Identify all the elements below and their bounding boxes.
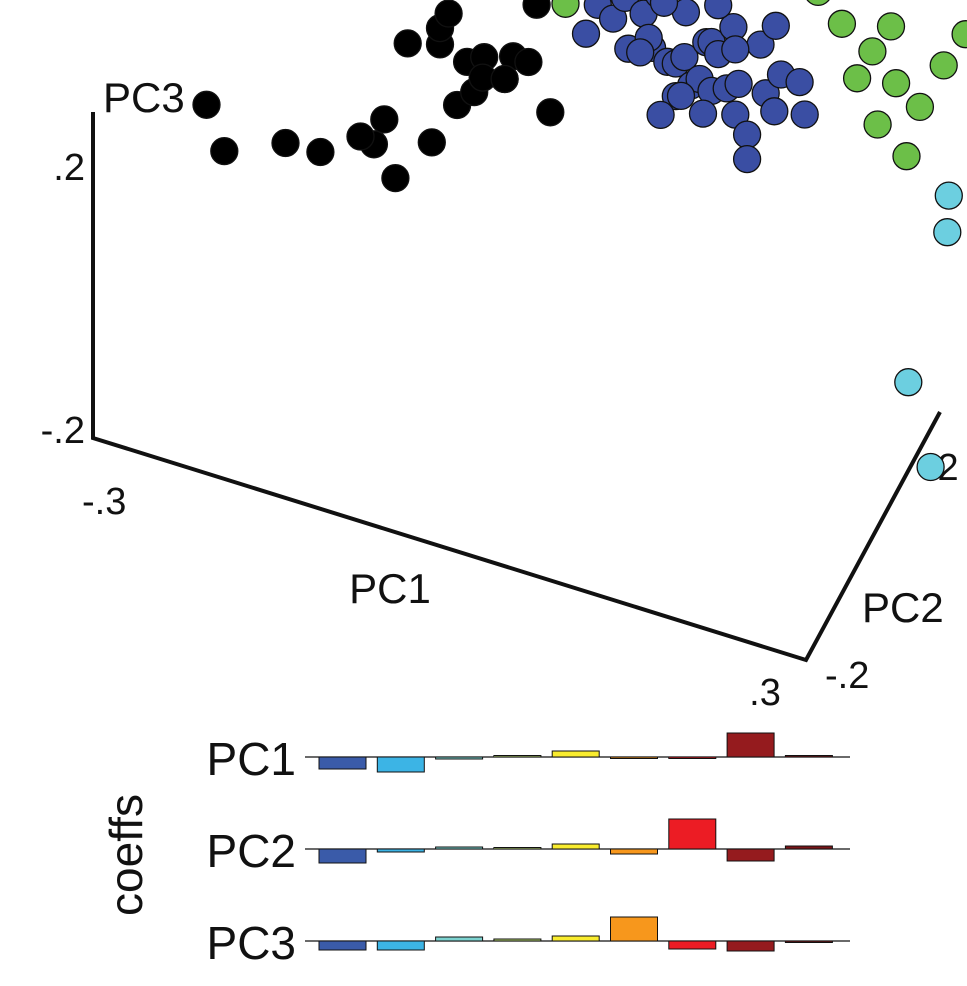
coeff-bar [784, 845, 833, 850]
coeff-bar [318, 940, 367, 951]
coeff-row-pc3: PC3 [207, 916, 850, 969]
scatter-point [649, 0, 679, 17]
coeff-bar [318, 756, 367, 770]
scatter-point [785, 67, 814, 97]
scatter-point [842, 64, 872, 93]
tick-pc1-max: .3 [749, 672, 781, 714]
scatter-point [724, 69, 753, 99]
scatter-point [721, 35, 750, 64]
scatter-point [514, 47, 543, 77]
coeff-bar [610, 756, 658, 759]
scatter-point [732, 120, 762, 149]
coeff-bar [668, 818, 717, 850]
scatter-point [704, 0, 733, 20]
coeff-row-pc2: PC2 [207, 818, 850, 877]
coeff-bar [726, 940, 775, 952]
scatter-point [210, 136, 239, 166]
scatter-point [929, 51, 958, 80]
scatter-point [933, 218, 962, 247]
coeffs-axis-label: coeffs [100, 794, 152, 916]
scatter-point [381, 163, 410, 193]
coeff-bar [726, 732, 775, 758]
coeff-bar [610, 916, 658, 942]
point-group-3 [551, 0, 967, 171]
coeff-bar [376, 848, 425, 853]
coeff-bar [435, 846, 484, 850]
coeff-bar [493, 938, 542, 942]
scatter-point [905, 92, 935, 122]
scatter-point [571, 19, 601, 48]
coeff-bar [493, 755, 542, 758]
coeff-bar [551, 750, 600, 758]
scatter-point [951, 20, 967, 49]
axis-label-pc1: PC1 [349, 565, 431, 612]
scatter-point [646, 100, 675, 130]
scatter-point [732, 144, 762, 174]
scatter-point [670, 42, 699, 72]
coeff-row-label: PC1 [207, 733, 296, 785]
scatter-point [522, 0, 551, 19]
scatter-point [916, 452, 945, 482]
coeff-bar [376, 940, 425, 951]
scatter-point [858, 37, 887, 66]
coeff-bar [551, 935, 600, 942]
scatter-point [536, 98, 565, 127]
axis-lines [91, 112, 942, 663]
coeff-row-label: PC3 [207, 917, 296, 969]
scatter-point [790, 100, 819, 129]
tick-pc3-max: .2 [53, 147, 85, 189]
scatter-point [346, 122, 375, 151]
scatter-point [863, 110, 892, 139]
scatter-point [881, 69, 911, 98]
scatter-point [827, 9, 857, 38]
point-group-1 [192, 0, 565, 193]
scatter-point [892, 142, 921, 171]
coeff-bar [551, 843, 600, 850]
scatter-point [934, 181, 963, 210]
scatter-point [761, 11, 790, 40]
tick-pc2-min: -.2 [825, 655, 869, 697]
scatter-point [688, 99, 718, 128]
coeff-bar [784, 940, 833, 943]
coeff-row-pc1: PC1 [207, 732, 850, 785]
scatter-point [490, 64, 519, 94]
scatter-point [806, 0, 830, 7]
axis-label-pc3: PC3 [103, 74, 185, 121]
point-group-2 [571, 0, 819, 174]
coeff-bar [376, 756, 425, 773]
scatter-point [551, 0, 580, 18]
scatter-point [760, 97, 789, 126]
scatter-point [271, 128, 300, 158]
scatter-point [434, 0, 463, 28]
tick-pc3-min: -.2 [41, 410, 85, 452]
axis-label-pc2: PC2 [862, 584, 944, 631]
coeff-bar [493, 847, 542, 850]
point-group-4 [894, 181, 963, 482]
coeffs-panel: coeffs PC1 PC2 PC3 [100, 732, 850, 969]
scatter-point [192, 90, 221, 119]
coeff-row-label: PC2 [207, 825, 296, 877]
scatter-point [894, 368, 923, 397]
scatter-point [666, 81, 696, 111]
coeff-bar [318, 848, 367, 864]
scatter-point [626, 38, 655, 67]
coeff-bar [435, 756, 484, 760]
scatter-point [306, 137, 335, 167]
coeff-bar [435, 936, 484, 942]
coeff-bar [784, 755, 833, 758]
coeff-bar [610, 848, 658, 855]
scatter-point [876, 12, 906, 41]
coeff-bar [726, 848, 775, 862]
coeff-bar [668, 940, 717, 950]
scatter-point [370, 105, 399, 134]
scatter-point [417, 128, 446, 157]
tick-pc1-min: -.3 [82, 481, 126, 523]
coeff-bar [668, 756, 717, 759]
scatter-point [393, 29, 422, 58]
